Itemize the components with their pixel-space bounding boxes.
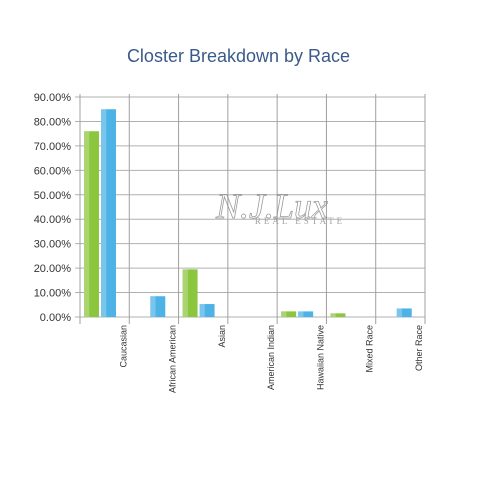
- bars: [84, 109, 412, 317]
- watermark-tagline: REAL ESTATE: [255, 216, 345, 226]
- y-tick-label: 80.00%: [34, 116, 72, 128]
- bar: [281, 311, 297, 317]
- bar: [101, 109, 116, 317]
- y-tick-label: 70.00%: [34, 141, 72, 153]
- y-tick-label: 90.00%: [34, 92, 72, 104]
- y-tick-label: 50.00%: [34, 190, 72, 202]
- watermark-logo: N.J.Lux REAL ESTATE: [215, 186, 345, 227]
- x-tick-label: African American: [168, 325, 178, 393]
- bar: [298, 311, 314, 317]
- x-tick-label: Caucasian: [118, 325, 128, 368]
- y-axis-labels: 0.00% 10.00% 20.00% 30.00% 40.00% 50.00% 60.00…: [34, 92, 72, 324]
- grid-lines: [75, 94, 426, 324]
- bar: [84, 131, 99, 317]
- y-tick-label: 10.00%: [34, 288, 72, 300]
- bar: [330, 313, 346, 317]
- x-tick-label: Asian: [217, 325, 227, 348]
- chart-title: Closter Breakdown by Race: [126, 46, 351, 66]
- bar: [150, 296, 166, 317]
- x-tick-label: Other Race: [414, 325, 424, 371]
- bar: [396, 308, 412, 317]
- y-tick-label: 60.00%: [34, 165, 72, 177]
- y-tick-label: 20.00%: [34, 263, 72, 275]
- x-axis-labels: Caucasian African American Asian American I…: [118, 325, 424, 393]
- x-tick-label: Mixed Race: [365, 325, 375, 373]
- y-tick-label: 0.00%: [40, 312, 71, 324]
- bar: [182, 269, 198, 317]
- bar: [199, 304, 215, 317]
- y-tick-label: 30.00%: [34, 239, 72, 251]
- y-tick-label: 40.00%: [34, 214, 72, 226]
- x-tick-label: Hawaiian Native: [315, 325, 325, 390]
- watermark-logo-text: N.J.Lux: [215, 186, 328, 226]
- x-tick-label: American Indian: [266, 325, 276, 390]
